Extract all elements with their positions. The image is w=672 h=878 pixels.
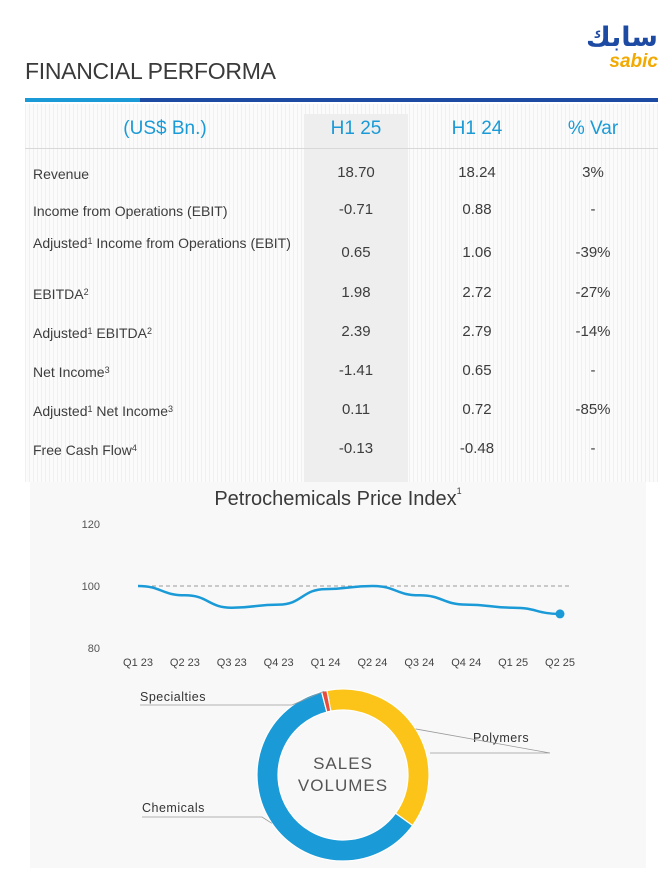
donut-label-polymers: Polymers: [473, 731, 529, 745]
cell-h124: 0.72: [462, 401, 492, 418]
x-tick-label: Q3 23: [217, 657, 247, 669]
cell-h125: 2.39: [341, 323, 371, 340]
cell-var: -27%: [575, 284, 611, 301]
row-label: Income from Operations (EBIT): [33, 203, 298, 220]
cell-var: -14%: [575, 323, 611, 340]
column-header-units: (US$ Bn.): [123, 118, 207, 139]
header: FINANCIAL PERFORMA سابك sabic: [0, 0, 672, 104]
cell-h125: -0.13: [338, 440, 374, 457]
footnote-mark: 1: [87, 326, 93, 336]
cell-var: 3%: [582, 164, 604, 181]
footnote-mark: 4: [131, 443, 137, 453]
row-label-suffix: EBITDA: [92, 325, 147, 341]
row-label-text: Adjusted: [33, 325, 88, 341]
cell-h125: 1.98: [341, 284, 371, 301]
row-label: Adjusted1 Income from Operations (EBIT): [33, 235, 298, 252]
price-index-title: Petrochemicals Price Index1: [30, 486, 646, 511]
donut-center-label-line2: VOLUMES: [298, 776, 388, 795]
column-header-h125: H1 25: [330, 118, 382, 139]
x-tick-label: Q4 24: [451, 657, 481, 669]
row-label: Adjusted1 Net Income3: [33, 403, 298, 420]
donut-slice-chemicals: [256, 690, 414, 862]
x-tick-label: Q1 23: [123, 657, 153, 669]
cell-h125: 0.11: [341, 401, 371, 418]
row-label-text: Adjusted: [33, 235, 88, 251]
column-header-h124: H1 24: [451, 118, 503, 139]
price-index-title-sup: 1: [456, 486, 462, 496]
row-label: Net Income3: [33, 364, 298, 381]
cell-h124: 0.88: [462, 201, 492, 218]
footnote-mark: 2: [146, 326, 152, 336]
x-tick-label: Q4 23: [264, 657, 294, 669]
footnote-mark: 3: [104, 365, 110, 375]
x-tick-label: Q2 24: [357, 657, 387, 669]
x-tick-label: Q2 23: [170, 657, 200, 669]
row-label-text: Net Income: [33, 364, 105, 380]
x-tick-label: Q3 24: [404, 657, 434, 669]
cell-var: -: [590, 362, 596, 379]
row-label: Free Cash Flow4: [33, 442, 298, 459]
logo-latin-text: sabic: [609, 51, 658, 72]
x-tick-label: Q2 25: [545, 657, 575, 669]
row-label-text: Income from Operations (EBIT): [33, 203, 228, 219]
row-label-text: Revenue: [33, 166, 90, 182]
logo-arabic-text: سابك: [586, 22, 658, 52]
footnote-mark: 1: [87, 236, 93, 246]
donut-label-chemicals: Chemicals: [142, 801, 205, 815]
cell-h125: -0.71: [338, 201, 374, 218]
donut-center-label-line1: SALES: [313, 754, 373, 773]
column-header-var: % Var: [567, 118, 619, 139]
cell-h124: 1.06: [462, 244, 492, 261]
footnote-mark: 1: [87, 404, 93, 414]
cell-h124: 2.79: [462, 323, 492, 340]
sales-volumes-donut-chart: SALES VOLUMES Polymers Chemicals Specialties: [140, 688, 551, 862]
cell-h125: 0.65: [341, 244, 371, 261]
cell-var: -39%: [575, 244, 611, 261]
donut-leader-line: [415, 728, 551, 754]
y-tick-label: 100: [82, 581, 100, 593]
cell-h124: 2.72: [462, 284, 492, 301]
y-tick-label: 80: [88, 643, 100, 655]
page-title: FINANCIAL PERFORMA: [25, 58, 276, 84]
row-label: Revenue: [33, 166, 298, 183]
financial-table: (US$ Bn.) H1 25 H1 24 % Var Revenue 18.70…: [25, 104, 658, 482]
row-label-text: EBITDA: [33, 286, 84, 302]
row-label-text: Adjusted: [33, 403, 88, 419]
donut-label-specialties: Specialties: [140, 690, 206, 704]
row-label: Adjusted1 EBITDA2: [33, 325, 298, 342]
cell-var: -: [590, 201, 596, 218]
title-underline: [140, 98, 658, 102]
row-label-text: Free Cash Flow: [33, 442, 132, 458]
series-line: [137, 584, 561, 616]
footnote-mark: 3: [167, 404, 173, 414]
cell-h124: -0.48: [459, 440, 495, 457]
row-label-suffix: Income from Operations (EBIT): [92, 235, 291, 251]
cell-h124: 0.65: [462, 362, 492, 379]
cell-var: -85%: [575, 401, 611, 418]
charts-panel: Petrochemicals Price Index1 80 100 120 Q1 2…: [30, 482, 646, 868]
last-point-marker: [555, 609, 565, 619]
donut-hole: [279, 711, 407, 839]
cell-h125: -1.41: [338, 362, 374, 379]
title-underline-accent: [25, 98, 140, 102]
price-index-line-chart: 80 100 120 Q1 23 Q2 23 Q3 23 Q4 23 Q1 24 Q2 24 Q3…: [82, 519, 575, 669]
x-tick-label: Q1 25: [498, 657, 528, 669]
cell-h125: 18.70: [337, 164, 375, 181]
donut-leader-line: [142, 816, 273, 824]
highlight-column-h125: [304, 114, 408, 482]
x-tick-label: Q1 24: [311, 657, 341, 669]
price-index-title-text: Petrochemicals Price Index: [214, 488, 457, 510]
row-label: EBITDA2: [33, 286, 298, 303]
y-tick-label: 120: [82, 519, 100, 531]
cell-var: -: [590, 440, 596, 457]
cell-h124: 18.24: [458, 164, 496, 181]
donut-leader-line: [140, 690, 325, 706]
header-divider: [25, 148, 658, 149]
footnote-mark: 2: [83, 287, 89, 297]
row-label-suffix: Net Income: [92, 403, 168, 419]
sabic-logo: سابك sabic: [586, 22, 658, 72]
